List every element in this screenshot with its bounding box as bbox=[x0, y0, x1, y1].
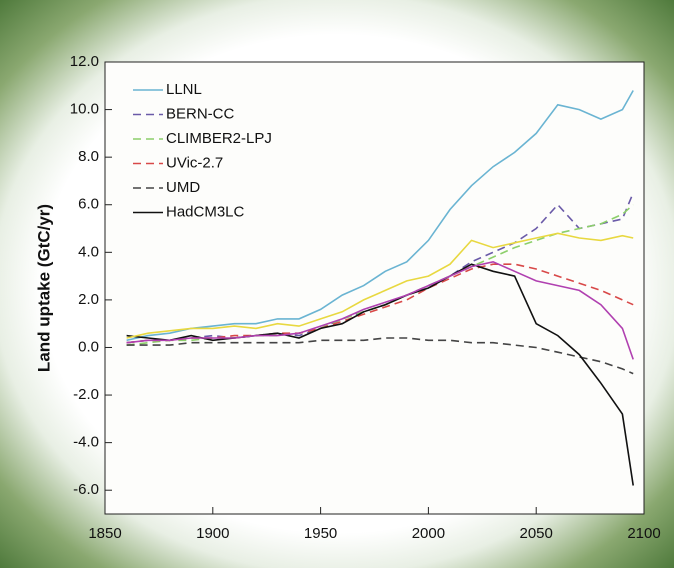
y-tick-label: -4.0 bbox=[73, 434, 99, 451]
x-tick-label: 1900 bbox=[196, 525, 229, 542]
legend-label: HadCM3LC bbox=[166, 203, 245, 220]
y-tick-label: 12.0 bbox=[70, 53, 99, 70]
y-tick-label: -2.0 bbox=[73, 386, 99, 403]
x-tick-label: 1950 bbox=[304, 525, 337, 542]
y-tick-label: 2.0 bbox=[78, 291, 99, 308]
legend-label: UMD bbox=[166, 179, 200, 196]
y-tick-label: 10.0 bbox=[70, 101, 99, 118]
legend-label: LLNL bbox=[166, 81, 202, 98]
x-tick-label: 2000 bbox=[412, 525, 445, 542]
legend-label: UVic-2.7 bbox=[166, 154, 223, 171]
y-tick-label: 6.0 bbox=[78, 196, 99, 213]
series-line bbox=[126, 337, 634, 375]
y-tick-label: 8.0 bbox=[78, 148, 99, 165]
y-tick-label: 4.0 bbox=[78, 243, 99, 260]
y-tick-label: 0.0 bbox=[78, 338, 99, 355]
series-line bbox=[126, 90, 634, 342]
x-tick-label: 1850 bbox=[88, 525, 121, 542]
series-line bbox=[126, 263, 634, 486]
x-tick-label: 2100 bbox=[627, 525, 660, 542]
series-line bbox=[126, 263, 634, 344]
y-axis-label: Land uptake (GtC/yr) bbox=[34, 204, 53, 372]
y-tick-label: -6.0 bbox=[73, 481, 99, 498]
plot-frame bbox=[104, 61, 645, 515]
series-line bbox=[126, 260, 634, 360]
legend-label: BERN-CC bbox=[166, 105, 235, 122]
legend-label: CLIMBER2-LPJ bbox=[166, 130, 272, 147]
series-line bbox=[126, 232, 634, 339]
x-tick-label: 2050 bbox=[520, 525, 553, 542]
